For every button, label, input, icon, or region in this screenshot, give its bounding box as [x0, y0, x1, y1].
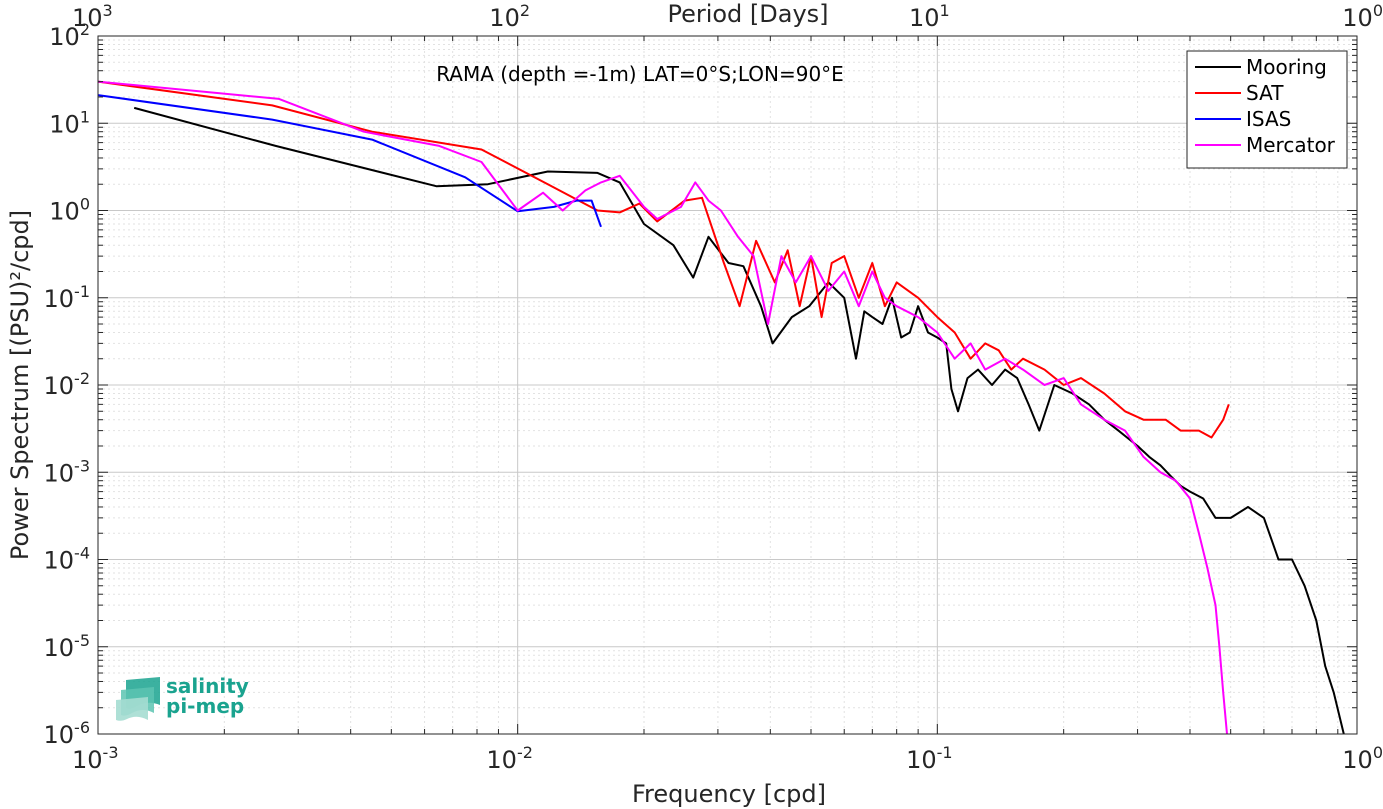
- x-tick-label: 100: [1342, 743, 1383, 774]
- legend-label-mooring: Mooring: [1246, 55, 1327, 79]
- y-tick-label: 10-3: [44, 456, 91, 487]
- y-tick-label: 100: [49, 195, 90, 226]
- y-tick-label: 101: [49, 107, 90, 138]
- y-tick-label: 10-1: [44, 282, 91, 313]
- logo-wave-front: [116, 697, 148, 721]
- chart-title: RAMA (depth =-1m) LAT=0°S;LON=90°E: [436, 62, 844, 86]
- x2-axis-label: Period [Days]: [667, 0, 828, 28]
- y-tick-label: 10-2: [44, 369, 91, 400]
- y-tick-label: 10-5: [44, 631, 91, 662]
- series-line-sat: [97, 80, 1230, 439]
- x-tick-label: 10-3: [72, 743, 119, 774]
- series-lines: [97, 80, 1345, 735]
- x-tick-label: 10-2: [486, 743, 532, 774]
- legend-label-isas: ISAS: [1246, 107, 1291, 131]
- y-tick-label: 102: [49, 20, 90, 51]
- logo-line2: pi-mep: [166, 694, 244, 718]
- y-axis-label: Power Spectrum [(PSU)²/cpd]: [6, 210, 34, 560]
- salinity-pi-mep-logo: salinity pi-mep: [116, 674, 249, 721]
- legend-label-mercator: Mercator: [1246, 133, 1336, 157]
- x-tick-label: 10-1: [906, 743, 953, 774]
- series-line-mooring: [133, 106, 1345, 735]
- x2-tick-label: 101: [909, 1, 950, 32]
- x2-tick-label: 100: [1342, 1, 1383, 32]
- legend-label-sat: SAT: [1246, 81, 1284, 105]
- y-tick-label: 10-4: [44, 544, 91, 575]
- y-tick-label: 10-6: [44, 718, 91, 749]
- logo-line1: salinity: [166, 674, 249, 698]
- x-axis-label: Frequency [cpd]: [632, 780, 826, 808]
- x2-tick-label: 102: [489, 1, 530, 32]
- legend-box: [1186, 50, 1348, 169]
- series-line-mercator: [97, 80, 1228, 735]
- x2-tick-label: 103: [72, 1, 113, 32]
